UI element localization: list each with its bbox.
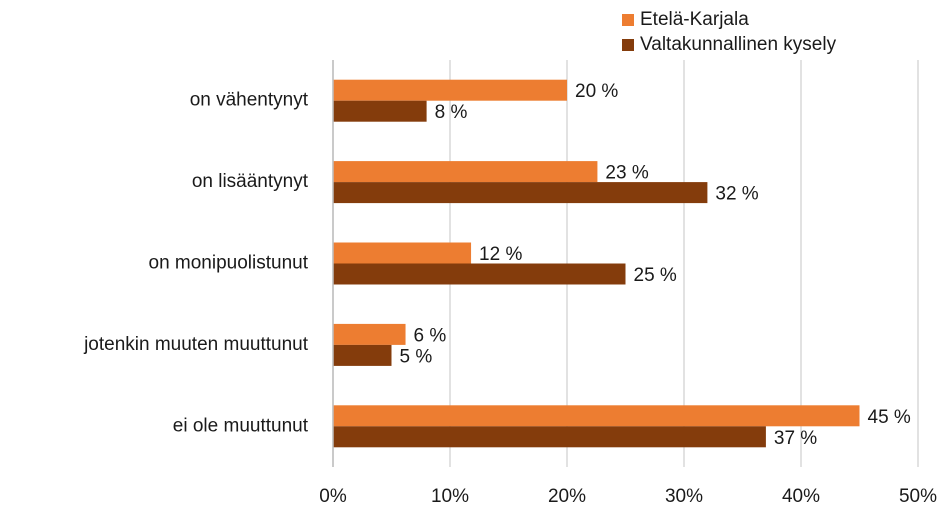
x-tick-label: 30% [665,486,703,507]
legend-swatch [622,14,634,26]
data-label: 37 % [774,428,817,449]
y-tick-label: jotenkin muuten muuttunut [83,334,309,355]
legend-label: Etelä-Karjala [640,9,749,30]
x-tick-label: 0% [319,486,347,507]
y-tick-label: on vähentynyt [190,90,309,111]
bar [333,161,598,183]
x-tick-label: 50% [899,486,937,507]
data-label: 20 % [575,81,618,102]
x-tick-label: 40% [782,486,820,507]
data-label: 12 % [479,244,522,265]
data-label: 45 % [868,407,911,428]
data-label: 8 % [435,102,468,123]
legend-swatch [622,39,634,51]
bar [333,263,626,285]
data-label: 23 % [605,163,648,184]
y-tick-label: on monipuolistunut [149,253,309,274]
legend-label: Valtakunnallinen kysely [640,34,837,55]
y-tick-label: ei ole muuttunut [173,415,309,436]
bar [333,344,392,366]
bar [333,242,472,264]
bar [333,79,567,101]
data-label: 5 % [400,346,433,367]
x-tick-label: 20% [548,486,586,507]
data-label: 32 % [715,184,758,205]
bar [333,100,427,122]
bar [333,323,406,345]
data-label: 6 % [414,325,447,346]
x-tick-label: 10% [431,486,469,507]
bar [333,426,766,448]
bar [333,405,860,427]
bar [333,182,708,204]
y-tick-label: on lisääntynyt [192,171,309,192]
data-label: 25 % [634,265,677,286]
